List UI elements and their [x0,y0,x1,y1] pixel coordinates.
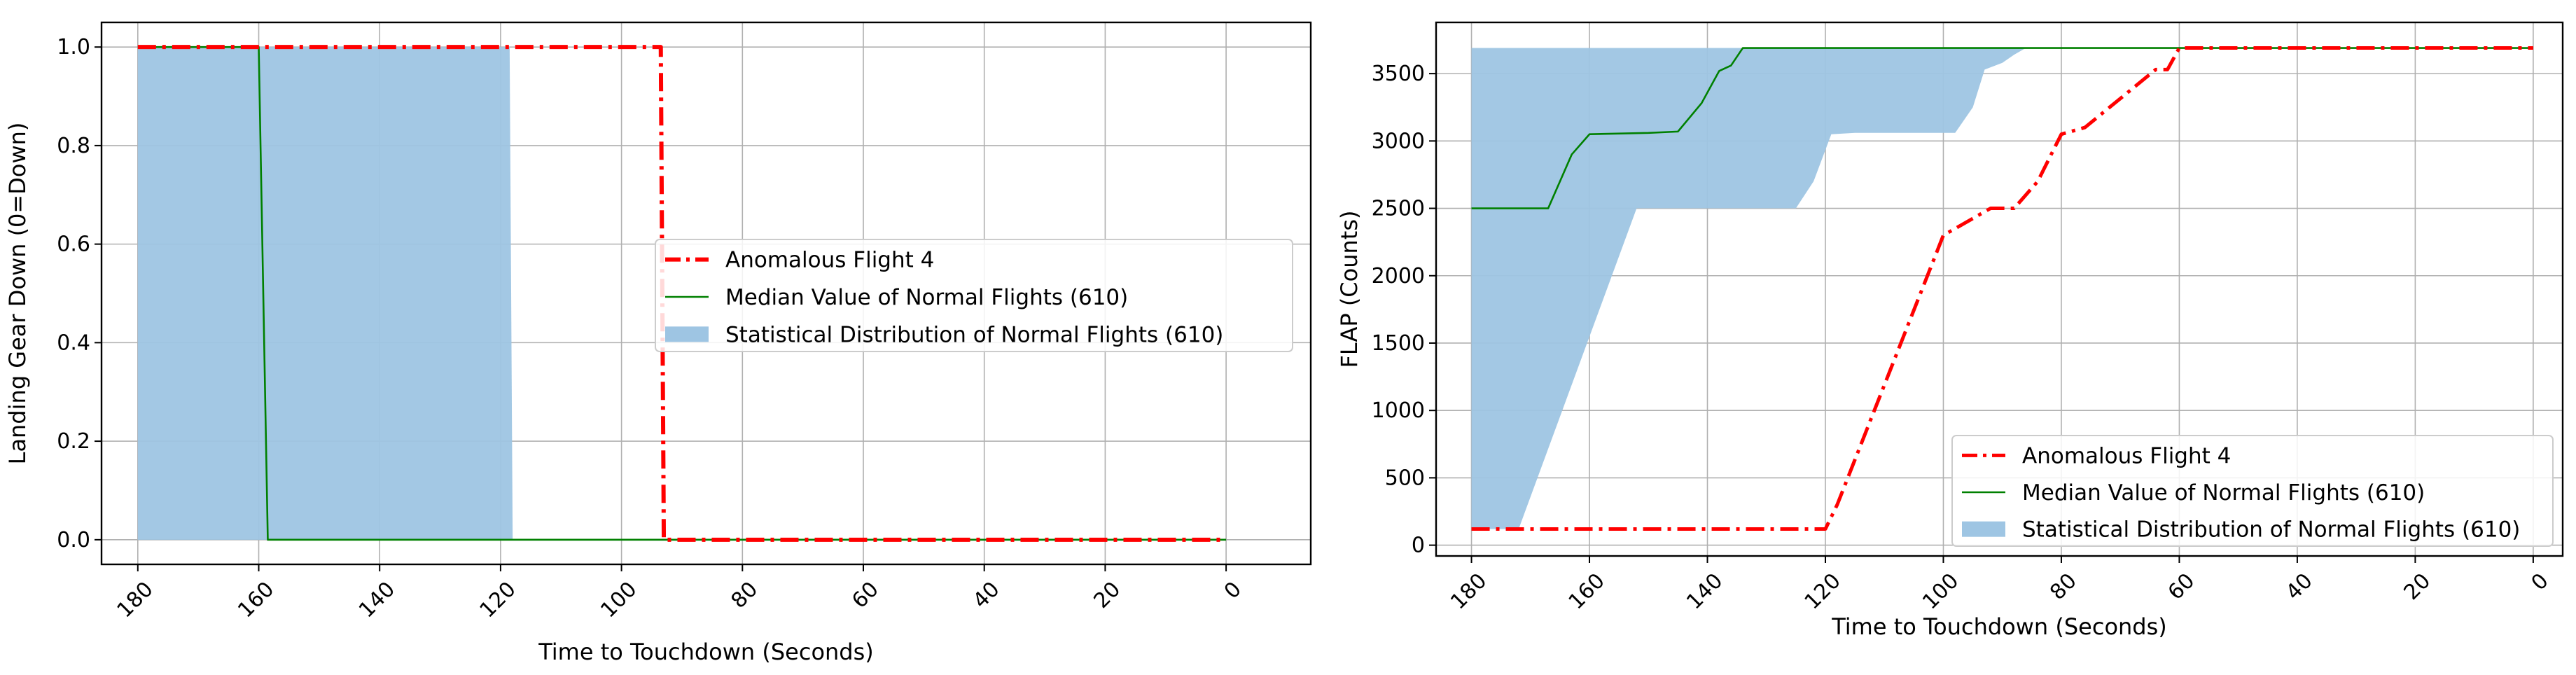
y-axis-title: FLAP (Counts) [1336,211,1363,368]
chart-landing-gear: 180 160 140 120 100 80 60 40 20 0 0.0 0.2 0.4 0.6 0.8 1… [4,21,1312,665]
line-anomalous-flight [1471,46,2533,531]
y-tick-label: 1500 [1372,331,1425,356]
x-axis-title: Time to Touchdown (Seconds) [1831,613,2167,640]
x-tick-label: 180 [1446,569,1491,614]
x-tick-label: 160 [1564,569,1610,614]
x-tick-label: 140 [354,577,400,622]
y-tick-label: 2000 [1372,264,1425,288]
y-tick-label: 0.8 [57,134,90,158]
x-tick-label: 20 [1089,577,1126,613]
legend-swatch-band [1962,521,2005,537]
y-tick-label: 3500 [1372,62,1425,86]
x-tick-label: 120 [1800,569,1846,614]
y-tick-label: 0.0 [57,528,90,552]
x-tick-label: 120 [475,577,521,622]
x-tick-label: 20 [2400,569,2436,605]
y-tick-label: 3000 [1372,129,1425,153]
band-distribution-normal-flights [137,47,513,540]
y-tick-label: 0.4 [57,330,90,355]
y-tick-label: 2500 [1372,197,1425,221]
x-tick-label: 40 [968,577,1005,613]
plot-frame [1435,21,2564,557]
x-tick-label: 40 [2281,569,2318,605]
y-tick-label: 0.6 [57,232,90,257]
legend-label: Statistical Distribution of Normal Fligh… [725,322,1223,347]
y-tick-label: 1000 [1372,398,1425,423]
y-tick-label: 0 [1412,534,1425,558]
plot-frame [100,21,1312,566]
legend-label: Anomalous Flight 4 [2022,443,2231,468]
x-tick-label: 100 [596,577,641,622]
legend: Anomalous Flight 4 Median Value of Normal… [1951,435,2554,547]
chart-flap: 180 160 140 120 100 80 60 40 20 00500100015002000… [1336,21,2564,640]
x-axis-title: Time to Touchdown (Seconds) [538,639,874,665]
y-axis-title: Landing Gear Down (0=Down) [4,123,31,465]
y-tick-label: 500 [1385,466,1425,490]
x-tick-label: 160 [233,577,279,622]
x-tick-label: 0 [1220,577,1246,604]
legend: Anomalous Flight 4 Median Value of Normal… [655,239,1293,352]
legend-box [1951,435,2554,547]
legend-label: Median Value of Normal Flights (610) [2022,480,2425,506]
legend-label: Anomalous Flight 4 [725,248,934,273]
plot-area [1471,46,2533,531]
x-tick-label: 100 [1918,569,1963,614]
legend-swatch-band [665,326,709,342]
x-tick-label: 60 [847,577,884,613]
legend-box [655,239,1293,352]
x-tick-label: 140 [1682,569,1727,614]
y-tick-label: 1.0 [57,35,90,60]
x-tick-label: 60 [2164,569,2200,605]
band-distribution-normal-flights [1471,48,2038,529]
legend-label: Statistical Distribution of Normal Fligh… [2022,517,2520,543]
y-tick-label: 0.2 [57,429,90,454]
x-tick-label: 80 [2045,569,2082,605]
x-tick-label: 80 [726,577,763,613]
legend-label: Median Value of Normal Flights (610) [725,285,1128,310]
line-median-normal-flights [1471,47,2533,209]
x-tick-label: 0 [2527,569,2554,595]
x-tick-label: 180 [112,577,158,622]
